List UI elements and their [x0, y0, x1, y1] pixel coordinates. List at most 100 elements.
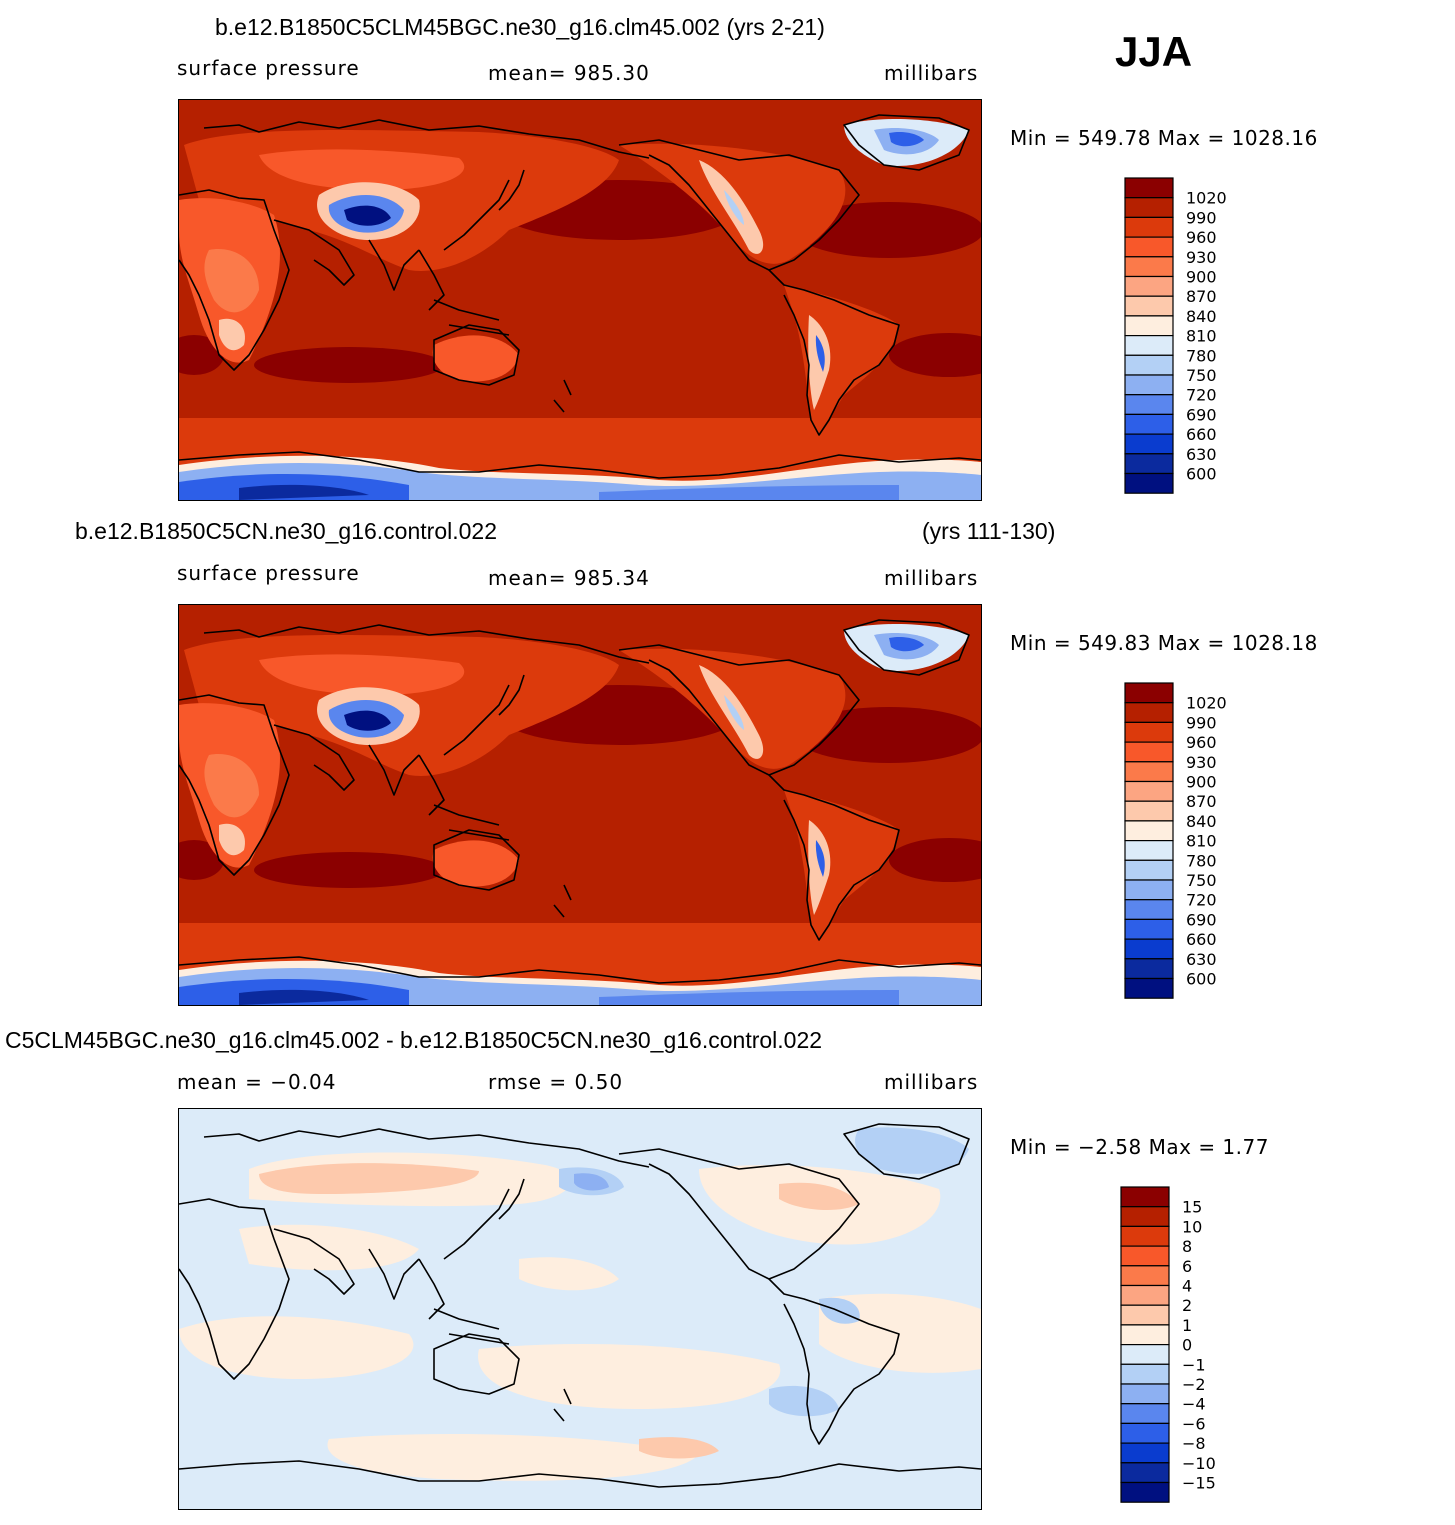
colorbar-swatch — [1124, 413, 1174, 435]
panel3-colorbar: 15 10 8 6 4 2 1 0 −1 −2 −4 −6 −8 −10 −15 — [1120, 1186, 1260, 1506]
panel2-colorbar: 1020 990 960 930 900 870 840 810 780 750 720 690 660… — [1124, 682, 1264, 1002]
colorbar-swatch — [1124, 820, 1174, 842]
colorbar-label: 15 — [1182, 1198, 1202, 1217]
colorbar-label: 600 — [1186, 970, 1217, 989]
colorbar-swatch — [1124, 780, 1174, 802]
colorbar-label: −8 — [1182, 1434, 1206, 1453]
colorbar-label: 870 — [1186, 287, 1217, 306]
colorbar-label: 960 — [1186, 228, 1217, 247]
colorbar-label: 1 — [1182, 1316, 1192, 1335]
colorbar-swatch — [1124, 682, 1174, 704]
colorbar-label: −10 — [1182, 1454, 1216, 1473]
colorbar-label: −2 — [1182, 1375, 1206, 1394]
colorbar-swatch — [1124, 938, 1174, 960]
colorbar-swatch — [1120, 1383, 1170, 1405]
colorbar-label: 810 — [1186, 327, 1217, 346]
colorbar-swatch — [1124, 275, 1174, 297]
colorbar-label: 780 — [1186, 346, 1217, 365]
colorbar-label: 810 — [1186, 832, 1217, 851]
panel2-title: b.e12.B1850C5CN.ne30_g16.control.022 — [75, 518, 497, 544]
colorbar-swatch — [1124, 374, 1174, 396]
colorbar-label: −6 — [1182, 1414, 1206, 1433]
panel2-units: millibars — [884, 566, 979, 590]
colorbar-swatch — [1120, 1186, 1170, 1208]
colorbar-swatch — [1120, 1206, 1170, 1228]
colorbar-label: 750 — [1186, 366, 1217, 385]
colorbar-label: 780 — [1186, 851, 1217, 870]
colorbar-label: 840 — [1186, 307, 1217, 326]
colorbar-label: 6 — [1182, 1257, 1192, 1276]
colorbar-label: 630 — [1186, 950, 1217, 969]
colorbar-swatch — [1124, 721, 1174, 743]
colorbar-label: −1 — [1182, 1355, 1206, 1374]
colorbar-label: 870 — [1186, 792, 1217, 811]
colorbar-swatch — [1120, 1284, 1170, 1306]
colorbar-swatch — [1124, 453, 1174, 475]
colorbar-swatch — [1124, 236, 1174, 258]
colorbar-swatch — [1124, 354, 1174, 376]
panel2-variable: surface pressure — [177, 561, 360, 585]
colorbar-swatch — [1124, 177, 1174, 199]
colorbar-swatch — [1124, 958, 1174, 980]
colorbar-swatch — [1124, 295, 1174, 317]
colorbar-swatch — [1124, 761, 1174, 783]
panel3-minmax: Min = −2.58 Max = 1.77 — [1010, 1135, 1269, 1159]
panel3-map — [178, 1108, 982, 1510]
panel1-variable: surface pressure — [177, 56, 360, 80]
colorbar-label: 960 — [1186, 733, 1217, 752]
colorbar-label: 8 — [1182, 1237, 1192, 1256]
colorbar-swatch — [1120, 1324, 1170, 1346]
colorbar-label: 720 — [1186, 386, 1217, 405]
panel1-minmax: Min = 549.78 Max = 1028.16 — [1010, 126, 1318, 150]
colorbar-label: 660 — [1186, 425, 1217, 444]
colorbar-label: 630 — [1186, 445, 1217, 464]
colorbar-swatch — [1124, 800, 1174, 822]
colorbar-label: −4 — [1182, 1395, 1206, 1414]
colorbar-label: 1020 — [1186, 189, 1227, 208]
panel3-units: millibars — [884, 1070, 979, 1094]
colorbar-swatch — [1120, 1442, 1170, 1464]
colorbar-swatch — [1120, 1481, 1170, 1503]
panel3-rmse: rmse = 0.50 — [488, 1070, 624, 1094]
colorbar-swatch — [1120, 1265, 1170, 1287]
colorbar-label: 990 — [1186, 713, 1217, 732]
colorbar-swatch — [1120, 1403, 1170, 1424]
colorbar-label: 900 — [1186, 773, 1217, 792]
panel3-mean: mean = −0.04 — [177, 1070, 337, 1094]
colorbar-swatch — [1120, 1363, 1170, 1385]
colorbar-swatch — [1120, 1245, 1170, 1267]
colorbar-swatch — [1120, 1422, 1170, 1444]
colorbar-label: 930 — [1186, 248, 1217, 267]
colorbar-label: 0 — [1182, 1336, 1192, 1355]
colorbar-swatch — [1124, 859, 1174, 881]
colorbar-swatch — [1124, 216, 1174, 238]
colorbar-swatch — [1124, 394, 1174, 415]
colorbar-label: 900 — [1186, 268, 1217, 287]
season-label: JJA — [1115, 28, 1193, 75]
colorbar-swatch — [1124, 977, 1174, 999]
panel2-minmax: Min = 549.83 Max = 1028.18 — [1010, 631, 1318, 655]
colorbar-label: 10 — [1182, 1217, 1202, 1236]
panel2-years: (yrs 111-130) — [922, 518, 1056, 544]
colorbar-swatch — [1124, 472, 1174, 494]
colorbar-swatch — [1120, 1225, 1170, 1247]
colorbar-swatch — [1124, 879, 1174, 901]
colorbar-swatch — [1124, 315, 1174, 337]
colorbar-swatch — [1124, 899, 1174, 920]
colorbar-swatch — [1124, 918, 1174, 940]
colorbar-swatch — [1124, 840, 1174, 861]
colorbar-swatch — [1120, 1462, 1170, 1484]
panel3-title: C5CLM45BGC.ne30_g16.clm45.002 - b.e12.B1… — [5, 1027, 823, 1053]
colorbar-label: 690 — [1186, 910, 1217, 929]
colorbar-label: 660 — [1186, 930, 1217, 949]
colorbar-swatch — [1124, 256, 1174, 278]
colorbar-swatch — [1124, 335, 1174, 356]
colorbar-label: 600 — [1186, 465, 1217, 484]
colorbar-label: 750 — [1186, 871, 1217, 890]
colorbar-swatch — [1120, 1344, 1170, 1365]
colorbar-label: 690 — [1186, 405, 1217, 424]
colorbar-label: −15 — [1182, 1474, 1216, 1493]
colorbar-label: 2 — [1182, 1296, 1192, 1315]
panel1-mean: mean= 985.30 — [488, 61, 650, 85]
colorbar-label: 4 — [1182, 1277, 1192, 1296]
